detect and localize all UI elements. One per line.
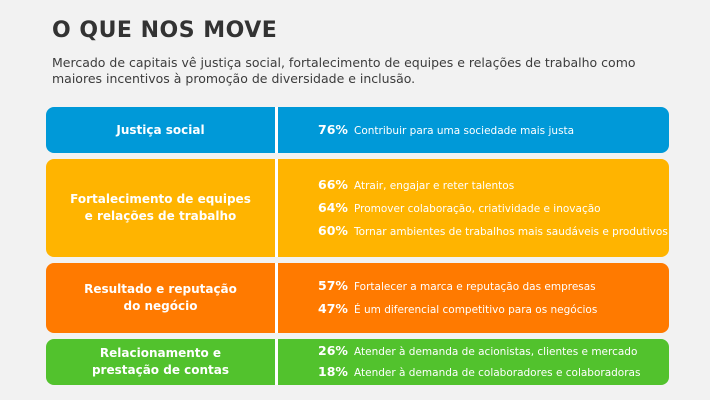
- group-category: Resultado e reputação do negócio: [84, 282, 237, 313]
- item-percent: 60%: [318, 222, 348, 238]
- item-label: Atrair, engajar e reter talentos: [354, 179, 515, 192]
- row-divider: [275, 263, 278, 333]
- item-label: Fortalecer a marca e reputação das empre…: [354, 281, 596, 293]
- item-label: Atender à demanda de colaboradores e col…: [354, 367, 641, 379]
- list-item: 66% Atrair, engajar e reter talentos: [318, 174, 669, 197]
- item-percent: 76%: [318, 121, 348, 137]
- item-percent: 66%: [318, 176, 348, 192]
- item-percent: 26%: [318, 343, 348, 358]
- group-row-fortalecimento: Fortalecimento de equipes e relações de …: [46, 159, 669, 257]
- group-items: 57% Fortalecer a marca e reputação das e…: [278, 263, 669, 333]
- page-subtitle: Mercado de capitais vê justiça social, f…: [52, 55, 636, 86]
- row-divider: [275, 339, 278, 385]
- item-percent: 47%: [318, 301, 348, 316]
- group-items: 66% Atrair, engajar e reter talentos 64%…: [278, 159, 669, 257]
- item-percent: 57%: [318, 278, 348, 293]
- list-item: 57% Fortalecer a marca e reputação das e…: [318, 275, 669, 298]
- page-title: O QUE NOS MOVE: [52, 18, 278, 43]
- list-item: 76% Contribuir para uma sociedade mais j…: [318, 120, 669, 141]
- item-label: Contribuir para uma sociedade mais justa: [354, 124, 575, 137]
- item-label: Tornar ambientes de trabalhos mais saudá…: [354, 225, 668, 238]
- row-divider: [275, 159, 278, 257]
- group-row-relacionamento: Relacionamento e prestação de contas 26%…: [46, 339, 669, 385]
- item-label: Atender à demanda de acionistas, cliente…: [354, 346, 638, 358]
- list-item: 60% Tornar ambientes de trabalhos mais s…: [318, 220, 669, 243]
- list-item: 26% Atender à demanda de acionistas, cli…: [318, 341, 669, 362]
- item-label: Promover colaboração, criatividade e ino…: [354, 202, 601, 215]
- item-percent: 18%: [318, 364, 348, 379]
- list-item: 64% Promover colaboração, criatividade e…: [318, 197, 669, 220]
- group-category: Justiça social: [116, 122, 205, 137]
- row-divider: [275, 107, 278, 153]
- group-items: 26% Atender à demanda de acionistas, cli…: [278, 339, 669, 385]
- item-percent: 64%: [318, 199, 348, 215]
- group-row-resultado: Resultado e reputação do negócio 57% For…: [46, 263, 669, 333]
- group-row-justica-social: Justiça social 76% Contribuir para uma s…: [46, 107, 669, 153]
- list-item: 47% É um diferencial competitivo para os…: [318, 298, 669, 321]
- list-item: 18% Atender à demanda de colaboradores e…: [318, 362, 669, 383]
- group-category: Relacionamento e prestação de contas: [91, 346, 230, 377]
- item-label: É um diferencial competitivo para os neg…: [354, 304, 598, 316]
- group-items: 76% Contribuir para uma sociedade mais j…: [278, 107, 669, 153]
- group-category: Fortalecimento de equipes e relações de …: [70, 192, 251, 223]
